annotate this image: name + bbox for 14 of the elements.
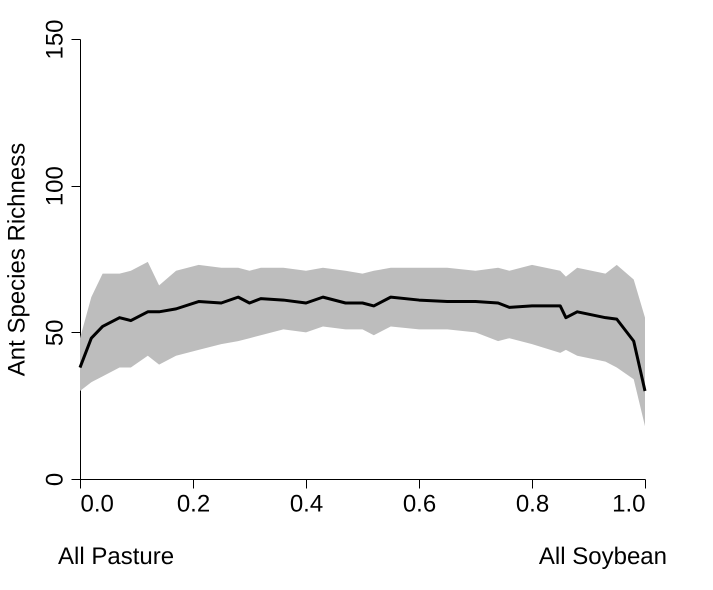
x-tick-label: 0.6 [402, 490, 436, 518]
line-series [78, 296, 646, 392]
y-tick-label: 0 [42, 472, 68, 486]
x-tick-label: 0.4 [290, 490, 324, 518]
text: All Pasture [58, 543, 174, 570]
x-tick-label: 0.8 [516, 490, 550, 518]
x-tick-label: 0.0 [80, 490, 114, 518]
y-tick-label: 50 [42, 319, 68, 346]
y-axis-title: Ant Species Richness [4, 142, 30, 376]
y-tick-label: 100 [42, 166, 68, 206]
x-tick-label: 1.0 [612, 490, 646, 518]
text: All Soybean [538, 543, 667, 570]
x-tick-label: 0.2 [176, 490, 210, 518]
y-tick-label: 150 [42, 19, 68, 60]
